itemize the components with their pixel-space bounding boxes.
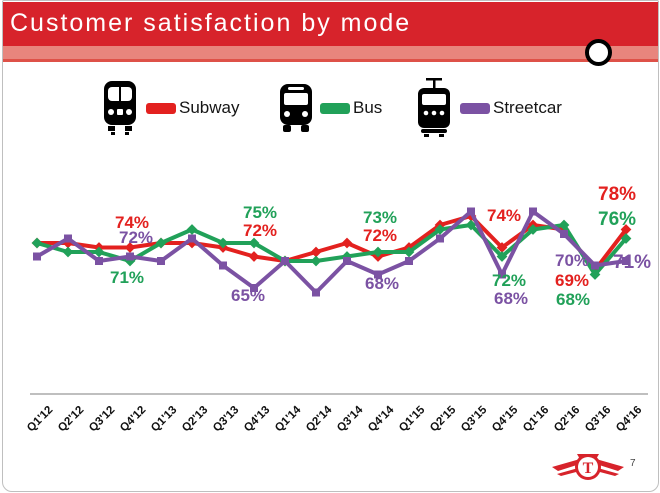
bus-marker (403, 246, 415, 258)
svg-text:T: T (583, 460, 594, 477)
subway-marker (341, 237, 353, 249)
streetcar-legend-label: Streetcar (493, 98, 562, 117)
streetcar-marker (498, 270, 506, 279)
bus-icon (280, 84, 312, 132)
streetcar-marker (126, 252, 134, 261)
ttc-logo: T (552, 454, 624, 480)
title-bar-accent-line (3, 59, 658, 62)
subway-data-label: 72% (243, 221, 278, 240)
legend-item-subway: Subway (98, 76, 239, 140)
bus-marker (31, 237, 43, 249)
streetcar-legend-swatch (460, 102, 490, 114)
page-title: Customer satisfaction by mode (10, 9, 412, 37)
streetcar-data-label: 68% (365, 274, 400, 293)
subway-data-label: 72% (363, 226, 398, 245)
streetcar-marker (219, 261, 227, 270)
bus-data-label: 72% (492, 271, 527, 290)
streetcar-marker (312, 288, 320, 297)
bus-data-label: 75% (243, 203, 278, 222)
streetcar-data-label: 72% (119, 228, 154, 247)
bus-marker (248, 237, 260, 249)
bus-marker (217, 237, 229, 249)
streetcar-marker (374, 270, 382, 279)
streetcar-marker (591, 261, 599, 270)
streetcar-icon (418, 78, 450, 137)
subway-marker (124, 242, 136, 253)
bus-marker (620, 233, 632, 244)
bus-marker (465, 219, 477, 231)
streetcar-marker (622, 257, 630, 265)
subway-marker (248, 251, 260, 262)
bus-marker (434, 224, 446, 235)
bus-marker (155, 237, 167, 249)
streetcar-marker (250, 284, 258, 292)
bus-data-label: 71% (110, 268, 145, 287)
bus-marker (589, 269, 601, 280)
streetcar-marker (436, 234, 444, 243)
bus-marker (496, 251, 508, 262)
bus-marker (186, 224, 198, 235)
decorative-circle (585, 39, 612, 66)
title-bar (3, 2, 658, 46)
streetcar-data-label: 68% (494, 289, 529, 308)
bus-marker (527, 224, 539, 235)
subway-data-label: 69% (555, 271, 590, 290)
subway-line (35, 214, 628, 272)
streetcar-marker (405, 257, 413, 265)
streetcar-marker (188, 234, 196, 243)
subway-data-label: 74% (115, 213, 150, 232)
bus-data-label: 73% (363, 208, 398, 227)
streetcar-marker (560, 230, 568, 238)
streetcar-marker (157, 257, 165, 265)
bus-legend-label: Bus (353, 98, 383, 117)
streetcar-line (35, 209, 628, 295)
bus-data-label: 68% (556, 290, 591, 309)
legend-item-streetcar: Streetcar (412, 76, 562, 140)
legend-item-bus: Bus (276, 76, 382, 140)
bus-marker (558, 219, 570, 231)
streetcar-data-label: 71% (613, 252, 652, 273)
streetcar-marker (529, 207, 537, 216)
title-bar-strip (3, 46, 658, 59)
subway-legend-swatch (146, 102, 176, 114)
streetcar-marker (343, 257, 351, 265)
streetcar-marker (281, 257, 289, 265)
streetcar-marker (467, 207, 475, 216)
bus-marker (93, 246, 105, 258)
streetcar-marker (95, 257, 103, 265)
streetcar-data-label: 70% (555, 251, 590, 270)
subway-icon (104, 81, 136, 135)
bus-marker (62, 246, 74, 258)
streetcar-data-label: 65% (231, 286, 266, 305)
subway-marker (496, 242, 508, 253)
page-number: 7 (630, 458, 636, 469)
streetcar-marker (33, 252, 41, 261)
subway-data-label: 74% (487, 206, 522, 225)
bus-data-label: 76% (598, 209, 637, 230)
subway-legend-label: Subway (179, 98, 240, 117)
streetcar-marker (64, 234, 72, 243)
bus-marker (310, 255, 322, 267)
subway-marker (620, 224, 632, 235)
subway-marker (310, 246, 322, 258)
bus-legend-swatch (320, 102, 350, 114)
subway-data-label: 78% (598, 184, 637, 205)
bus-marker (372, 246, 384, 258)
